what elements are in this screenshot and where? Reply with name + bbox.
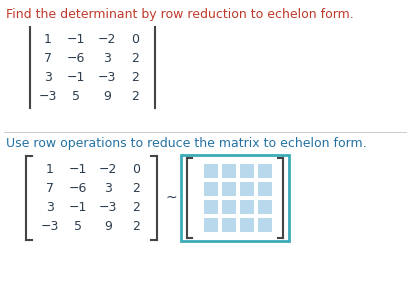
Text: −1: −1 bbox=[69, 163, 87, 176]
Text: Find the determinant by row reduction to echelon form.: Find the determinant by row reduction to… bbox=[6, 8, 353, 21]
Text: 5: 5 bbox=[74, 220, 82, 233]
Text: −6: −6 bbox=[69, 182, 87, 195]
Text: ~: ~ bbox=[165, 191, 176, 205]
Bar bbox=[239, 164, 254, 178]
Text: 9: 9 bbox=[103, 90, 111, 103]
Text: 1: 1 bbox=[46, 163, 54, 176]
Bar bbox=[239, 182, 254, 196]
Bar bbox=[221, 200, 236, 214]
Text: 2: 2 bbox=[132, 220, 139, 233]
Text: −1: −1 bbox=[67, 71, 85, 84]
Text: −3: −3 bbox=[99, 201, 117, 214]
Text: 3: 3 bbox=[103, 52, 111, 65]
Text: 7: 7 bbox=[46, 182, 54, 195]
Text: −2: −2 bbox=[99, 163, 117, 176]
Text: 2: 2 bbox=[132, 182, 139, 195]
Bar bbox=[257, 200, 271, 214]
Text: 2: 2 bbox=[132, 201, 139, 214]
Text: −3: −3 bbox=[98, 71, 116, 84]
Bar bbox=[257, 182, 271, 196]
Text: −1: −1 bbox=[67, 33, 85, 46]
Text: 3: 3 bbox=[44, 71, 52, 84]
Text: 3: 3 bbox=[104, 182, 112, 195]
Bar bbox=[204, 200, 218, 214]
Bar bbox=[204, 182, 218, 196]
Bar bbox=[239, 200, 254, 214]
Bar bbox=[221, 182, 236, 196]
Text: −6: −6 bbox=[67, 52, 85, 65]
Bar bbox=[221, 164, 236, 178]
Text: −2: −2 bbox=[98, 33, 116, 46]
Text: −3: −3 bbox=[39, 90, 57, 103]
Text: 1: 1 bbox=[44, 33, 52, 46]
Bar bbox=[257, 164, 271, 178]
Bar bbox=[204, 218, 218, 232]
Text: 5: 5 bbox=[72, 90, 80, 103]
Text: −1: −1 bbox=[69, 201, 87, 214]
Bar bbox=[221, 218, 236, 232]
Text: 3: 3 bbox=[46, 201, 54, 214]
Bar bbox=[204, 164, 218, 178]
Text: 0: 0 bbox=[131, 33, 139, 46]
Text: −3: −3 bbox=[41, 220, 59, 233]
Text: 9: 9 bbox=[104, 220, 112, 233]
Text: 2: 2 bbox=[131, 90, 139, 103]
Bar bbox=[180, 155, 288, 241]
Text: 2: 2 bbox=[131, 71, 139, 84]
Text: 2: 2 bbox=[131, 52, 139, 65]
Bar bbox=[239, 218, 254, 232]
Text: Use row operations to reduce the matrix to echelon form.: Use row operations to reduce the matrix … bbox=[6, 137, 366, 150]
Text: 7: 7 bbox=[44, 52, 52, 65]
Bar bbox=[257, 218, 271, 232]
Text: 0: 0 bbox=[132, 163, 139, 176]
